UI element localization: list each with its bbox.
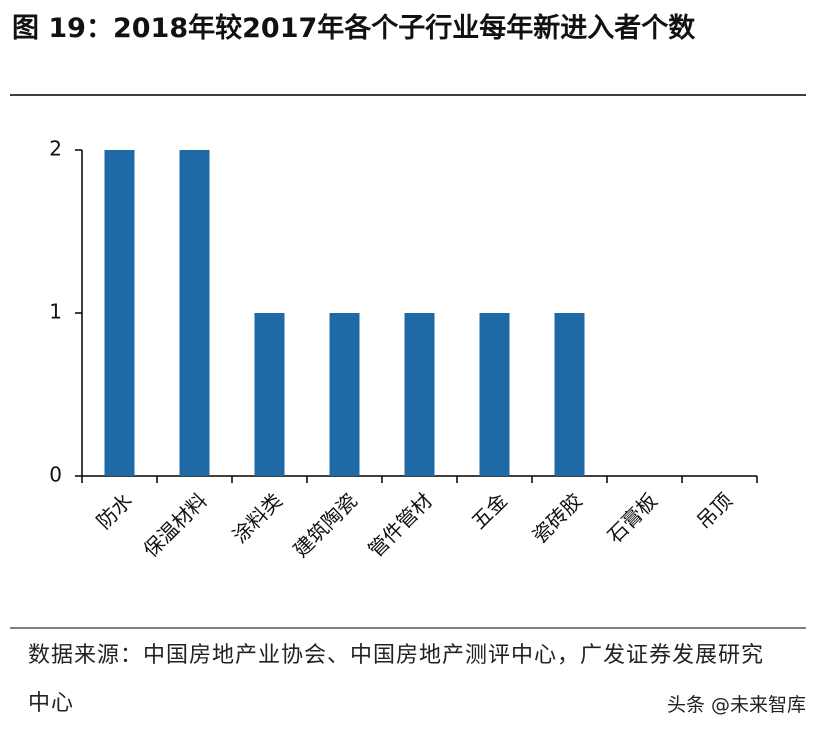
bar <box>179 150 210 476</box>
source-note: 数据来源：中国房地产业协会、中国房地产测评中心，广发证券发展研究中心 <box>28 643 765 716</box>
bar <box>104 150 135 476</box>
x-tick-label: 五金 <box>467 488 512 533</box>
x-tick-label: 管件管材 <box>363 488 437 562</box>
bar <box>404 313 435 476</box>
x-tick-label: 建筑陶瓷 <box>288 488 362 562</box>
bar <box>329 313 360 476</box>
watermark: 头条 @未来智库 <box>666 694 806 716</box>
bar <box>254 313 285 476</box>
x-tick-label: 瓷砖胶 <box>528 488 587 547</box>
y-tick-label: 2 <box>49 137 62 161</box>
y-tick-label: 1 <box>49 300 62 324</box>
x-tick-label: 防水 <box>92 488 137 533</box>
x-tick-label: 保温材料 <box>138 488 212 562</box>
bar <box>554 313 585 476</box>
x-tick-label: 涂料类 <box>228 488 287 547</box>
x-tick-label: 吊顶 <box>692 488 737 533</box>
x-tick-label: 石膏板 <box>603 488 662 547</box>
chart-title: 图 19：2018年较2017年各个子行业每年新进入者个数 <box>12 13 696 44</box>
chart: 0 1 2 防水 保温材料 涂料类 建筑陶瓷 管件管材 五金 瓷砖胶 石膏板 吊顶 <box>10 94 806 629</box>
y-tick-label: 0 <box>49 463 62 487</box>
bar <box>479 313 510 476</box>
